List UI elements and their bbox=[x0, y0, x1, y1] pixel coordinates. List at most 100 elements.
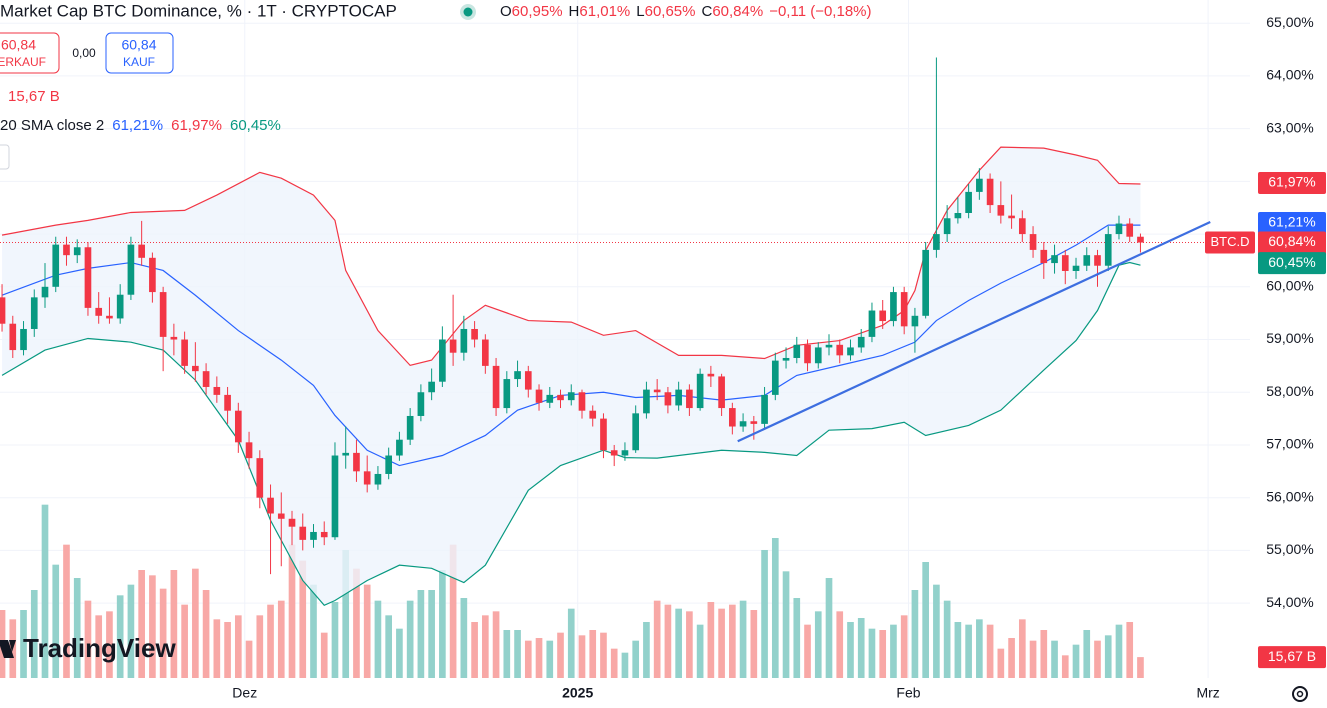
volume-bar bbox=[1094, 640, 1101, 678]
candle-body bbox=[234, 410, 242, 443]
volume-bar bbox=[868, 628, 876, 678]
volume-bar bbox=[578, 635, 586, 678]
settings-icon[interactable] bbox=[1292, 686, 1308, 702]
candle-body bbox=[879, 310, 887, 322]
band-fill bbox=[2, 147, 1141, 606]
price-label: 61,21% bbox=[1268, 214, 1315, 230]
candle-body bbox=[1040, 249, 1048, 264]
volume-bar bbox=[181, 604, 188, 678]
volume-bar bbox=[1126, 622, 1134, 678]
volume-bar bbox=[1137, 657, 1144, 678]
candle-body bbox=[1061, 255, 1069, 271]
volume-bar bbox=[600, 632, 607, 678]
candle-body bbox=[1094, 255, 1101, 266]
candle-body bbox=[868, 310, 876, 337]
volume-bar bbox=[557, 632, 564, 678]
indicator-value: 61,21% bbox=[112, 117, 163, 134]
volume-bar bbox=[106, 611, 113, 678]
volume-bar bbox=[363, 584, 371, 678]
volume-bar bbox=[653, 600, 661, 678]
ohlc-key: O bbox=[500, 3, 512, 20]
volume-bar bbox=[771, 538, 779, 678]
volume-bar bbox=[900, 615, 908, 678]
y-tick-label: 55,00% bbox=[1266, 541, 1313, 557]
volume-bar bbox=[1040, 630, 1048, 678]
volume-bar bbox=[986, 624, 994, 678]
candle-body bbox=[610, 450, 618, 456]
candle-body bbox=[170, 336, 178, 340]
candle-body bbox=[95, 307, 103, 316]
candle-body bbox=[159, 292, 167, 337]
volume-bar bbox=[385, 615, 393, 678]
candle-body bbox=[331, 455, 339, 538]
price-label-box bbox=[1258, 171, 1326, 194]
candle-body bbox=[621, 450, 629, 456]
indicator-legend: 20 SMA close 2 61,21% 61,97% 60,45% bbox=[0, 117, 281, 134]
volume-bar bbox=[664, 604, 672, 678]
volume-bar bbox=[299, 560, 307, 678]
volume-bar bbox=[159, 588, 167, 678]
volume-bar bbox=[750, 610, 758, 678]
y-tick-label: 60,00% bbox=[1266, 278, 1313, 294]
volume-bar bbox=[471, 622, 478, 678]
volume-bar bbox=[836, 611, 844, 678]
volume-bar bbox=[1072, 644, 1080, 678]
settings-icon-center bbox=[1296, 690, 1304, 698]
volume-bar bbox=[954, 622, 962, 678]
candle-body bbox=[84, 247, 92, 308]
band-line bbox=[1, 261, 1141, 606]
symbol-title: Market Cap BTC Dominance, % · 1T · CRYPT… bbox=[0, 1, 397, 20]
ohlc-value: 60,65% bbox=[645, 3, 696, 20]
volume-bar bbox=[782, 571, 790, 678]
spread: 0,00 bbox=[72, 46, 96, 60]
candle-body bbox=[460, 328, 468, 353]
candle-body bbox=[299, 526, 307, 540]
candle-body bbox=[643, 389, 650, 414]
volume-bar bbox=[428, 590, 435, 678]
candle-body bbox=[675, 389, 682, 406]
candle-body bbox=[127, 244, 135, 295]
volume-bar bbox=[696, 624, 704, 678]
buy-button[interactable] bbox=[105, 32, 174, 74]
candle-body bbox=[976, 178, 983, 192]
sell-button[interactable] bbox=[0, 32, 60, 74]
volume-bar bbox=[127, 584, 135, 678]
candle-body bbox=[653, 389, 661, 393]
volume-bar bbox=[1018, 619, 1026, 678]
volume-bar bbox=[396, 628, 403, 678]
volume-bar bbox=[331, 602, 339, 678]
y-tick-label: 57,00% bbox=[1266, 436, 1313, 452]
candle-body bbox=[149, 257, 156, 293]
symbol-tag-box bbox=[1205, 231, 1255, 254]
candle-body bbox=[804, 344, 811, 364]
candle-body bbox=[1029, 234, 1037, 250]
candle-body bbox=[202, 371, 210, 387]
volume-bar bbox=[492, 611, 500, 678]
candle-body bbox=[1008, 215, 1015, 219]
ohlc-values: O60,95% H61,01% L60,65% C60,84% −0,11 (−0,18… bbox=[500, 3, 872, 20]
candle-body bbox=[63, 244, 70, 256]
candle-body bbox=[771, 360, 779, 395]
volume-bar bbox=[116, 595, 124, 678]
volume-bar bbox=[643, 622, 650, 678]
ohlc-key: L bbox=[636, 3, 644, 20]
ohlc-value: 60,84% bbox=[712, 3, 763, 20]
candle-body bbox=[836, 344, 844, 356]
candle-body bbox=[718, 376, 725, 409]
collapse-button[interactable] bbox=[0, 144, 10, 170]
candle-body bbox=[857, 336, 865, 348]
volume-bar bbox=[814, 611, 822, 678]
candle-body bbox=[245, 442, 253, 459]
candle-body bbox=[933, 234, 940, 250]
candle-body bbox=[750, 421, 758, 424]
buy-label: KAUF bbox=[123, 55, 155, 69]
candle-body bbox=[911, 315, 919, 327]
volume-bar bbox=[374, 600, 382, 678]
candle-body bbox=[428, 381, 435, 393]
volume-bar bbox=[933, 584, 940, 678]
candle-body bbox=[353, 452, 360, 472]
volume-bar bbox=[234, 615, 242, 678]
ohlc-key: C bbox=[701, 3, 712, 20]
volume-bar bbox=[825, 578, 833, 678]
